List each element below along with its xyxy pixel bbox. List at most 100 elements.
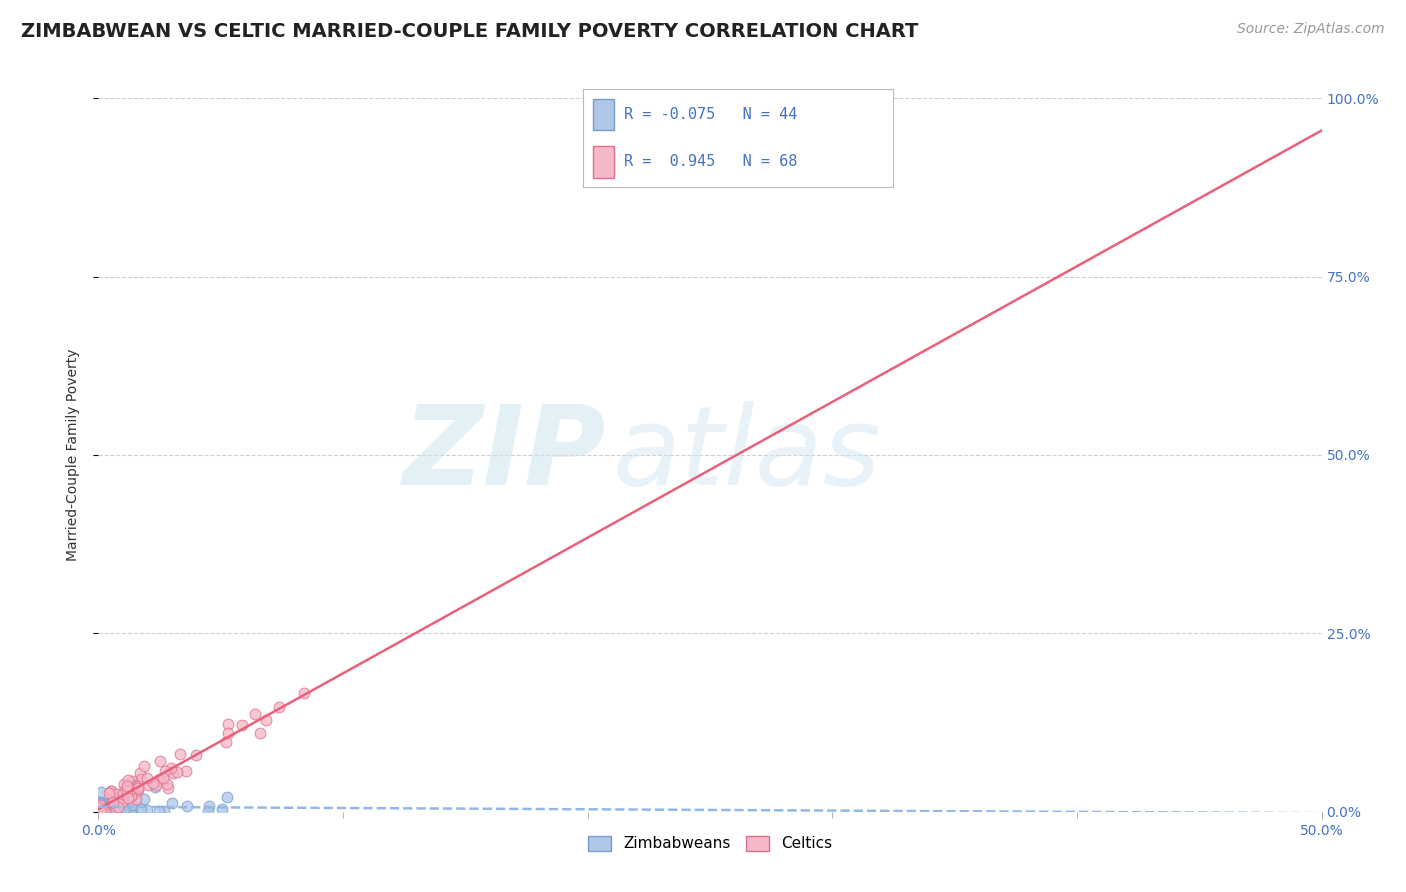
Point [127,783,149,797]
Point [215,790,238,805]
Point [292,686,315,700]
Point [117,779,139,793]
Point [217,726,239,740]
Point [267,700,290,714]
Point [134,758,156,772]
Text: atlas: atlas [612,401,880,508]
Point [153,764,176,779]
Point [160,796,183,810]
Point [110,805,132,819]
Point [149,754,172,768]
Point [98,786,121,800]
Point [166,764,188,779]
Point [142,775,165,789]
Point [117,791,139,805]
Point [112,787,135,801]
Point [120,789,142,803]
Point [93,800,115,814]
Point [174,764,197,778]
Point [114,803,136,817]
Point [90,805,112,819]
Point [152,771,174,785]
Point [112,802,135,816]
Point [94,802,117,816]
Legend: Zimbabweans, Celtics: Zimbabweans, Celtics [582,830,838,857]
Point [135,803,157,817]
Point [111,795,134,809]
Point [125,786,148,800]
Point [231,718,253,732]
Point [121,782,143,797]
Point [91,803,114,817]
Point [100,784,122,798]
Point [121,800,143,814]
Point [162,766,184,780]
Point [217,717,239,731]
Point [129,765,152,780]
Point [143,780,166,794]
Point [211,802,233,816]
Point [117,772,139,787]
Point [100,802,122,816]
Point [145,779,167,793]
Point [91,805,114,819]
Point [96,804,118,818]
Point [114,804,136,818]
Point [215,735,238,749]
Point [153,804,176,818]
Point [93,805,115,819]
Point [118,789,141,804]
Point [93,800,115,814]
Text: R = -0.075   N = 44: R = -0.075 N = 44 [624,107,797,122]
Point [120,805,142,819]
Point [94,797,117,812]
Point [127,779,149,793]
Point [111,790,134,805]
Point [122,803,145,817]
Point [100,784,122,798]
Point [122,779,145,793]
Point [127,781,149,796]
Point [249,726,271,740]
Point [101,791,124,805]
Point [136,778,159,792]
Point [105,793,128,807]
Point [87,800,110,814]
Point [124,778,146,792]
Point [198,798,221,813]
Point [91,803,114,817]
Point [100,804,122,818]
Point [254,713,277,727]
Point [112,785,135,799]
Point [101,795,124,809]
Text: Source: ZipAtlas.com: Source: ZipAtlas.com [1237,22,1385,37]
Point [135,771,157,785]
Point [108,795,131,809]
Bar [593,99,614,130]
Point [160,761,183,775]
Point [132,792,155,806]
Point [100,793,122,807]
Point [146,772,169,787]
Point [243,706,266,721]
Bar [593,146,614,178]
Point [107,800,129,814]
Point [129,772,152,786]
Point [94,805,117,819]
Point [94,805,117,819]
Point [129,802,152,816]
Point [89,799,111,814]
Point [89,797,111,812]
Point [121,773,143,788]
Point [115,784,138,798]
Point [112,777,135,791]
Text: ZIMBABWEAN VS CELTIC MARRIED-COUPLE FAMILY POVERTY CORRELATION CHART: ZIMBABWEAN VS CELTIC MARRIED-COUPLE FAMI… [21,22,918,41]
Point [121,789,143,803]
Point [169,747,191,761]
Point [156,780,179,795]
Point [121,797,143,812]
Point [125,792,148,806]
Point [148,804,170,818]
Point [89,795,111,809]
Point [100,802,122,816]
